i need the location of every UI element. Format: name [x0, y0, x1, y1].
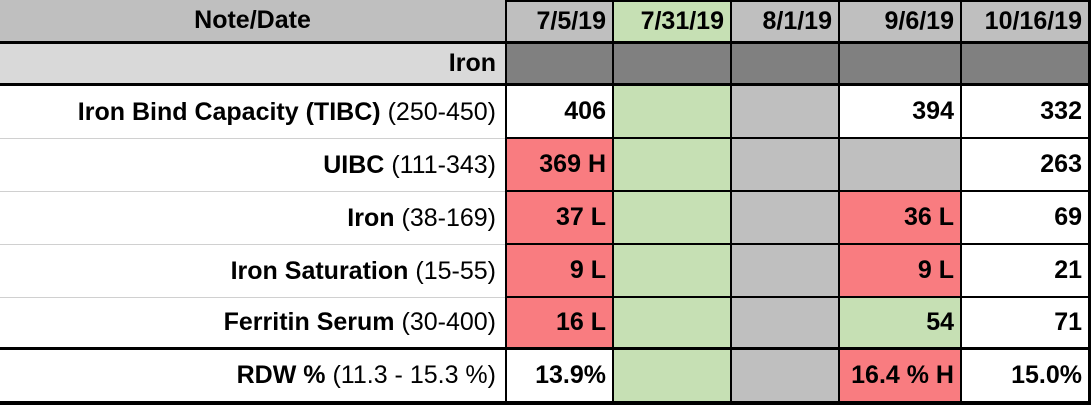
- section-cell[interactable]: [838, 44, 960, 86]
- cell-tibc-3[interactable]: [730, 86, 838, 139]
- reference-range: (250-450): [387, 97, 496, 126]
- row-label-iron-saturation[interactable]: Iron Saturation (15-55): [0, 245, 505, 298]
- reference-range: (30-400): [401, 308, 497, 336]
- cell-iron-4[interactable]: 36 L: [838, 192, 960, 245]
- header-note-date[interactable]: Note/Date: [0, 0, 505, 44]
- test-name: Iron: [347, 203, 395, 232]
- cell-iron-3[interactable]: [730, 192, 838, 245]
- cell-ferritin-5[interactable]: 71: [960, 298, 1088, 350]
- cell-ironsat-5[interactable]: 21: [960, 245, 1088, 298]
- cell-ferritin-4[interactable]: 54: [838, 298, 960, 350]
- cell-uibc-4[interactable]: [838, 139, 960, 192]
- cell-ironsat-2[interactable]: [612, 245, 730, 298]
- header-date-col-1[interactable]: 7/5/19: [505, 0, 612, 44]
- row-label-ferritin-serum[interactable]: Ferritin Serum (30-400): [0, 298, 505, 350]
- cell-tibc-1[interactable]: 406: [505, 86, 612, 139]
- cell-ironsat-4[interactable]: 9 L: [838, 245, 960, 298]
- cell-ironsat-3[interactable]: [730, 245, 838, 298]
- cell-rdw-4[interactable]: 16.4 % H: [838, 350, 960, 401]
- section-cell[interactable]: [730, 44, 838, 86]
- header-date-col-2[interactable]: 7/31/19: [612, 0, 730, 44]
- section-cell[interactable]: [960, 44, 1088, 86]
- reference-range: (111-343): [391, 150, 496, 179]
- header-date-col-3[interactable]: 8/1/19: [730, 0, 838, 44]
- row-label-iron[interactable]: Iron (38-169): [0, 192, 505, 245]
- cell-tibc-5[interactable]: 332: [960, 86, 1088, 139]
- cell-ferritin-2[interactable]: [612, 298, 730, 350]
- cell-tibc-2[interactable]: [612, 86, 730, 139]
- section-label-iron[interactable]: Iron: [0, 44, 505, 86]
- cell-iron-5[interactable]: 69: [960, 192, 1088, 245]
- test-name: Iron Saturation: [230, 256, 409, 285]
- cell-tibc-4[interactable]: 394: [838, 86, 960, 139]
- section-cell[interactable]: [612, 44, 730, 86]
- cell-rdw-2[interactable]: [612, 350, 730, 401]
- cell-rdw-5[interactable]: 15.0%: [960, 350, 1088, 401]
- cell-rdw-3[interactable]: [730, 350, 838, 401]
- cell-iron-1[interactable]: 37 L: [505, 192, 612, 245]
- cell-iron-2[interactable]: [612, 192, 730, 245]
- cell-uibc-1[interactable]: 369 H: [505, 139, 612, 192]
- row-label-tibc[interactable]: Iron Bind Capacity (TIBC) (250-450): [0, 86, 505, 139]
- cell-ferritin-3[interactable]: [730, 298, 838, 350]
- test-name: Ferritin Serum: [223, 308, 395, 336]
- cell-rdw-1[interactable]: 13.9%: [505, 350, 612, 401]
- reference-range: (11.3 - 15.3 %): [332, 361, 496, 389]
- cell-ironsat-1[interactable]: 9 L: [505, 245, 612, 298]
- cell-uibc-5[interactable]: 263: [960, 139, 1088, 192]
- header-date-col-5[interactable]: 10/16/19: [960, 0, 1088, 44]
- reference-range: (15-55): [415, 256, 496, 285]
- cell-uibc-2[interactable]: [612, 139, 730, 192]
- row-label-rdw[interactable]: RDW % (11.3 - 15.3 %): [0, 350, 505, 401]
- test-name: Iron Bind Capacity (TIBC): [77, 97, 381, 126]
- section-cell[interactable]: [505, 44, 612, 86]
- test-name: RDW %: [236, 361, 326, 389]
- cell-ferritin-1[interactable]: 16 L: [505, 298, 612, 350]
- reference-range: (38-169): [401, 203, 497, 232]
- test-name: UIBC: [323, 150, 385, 179]
- cell-uibc-3[interactable]: [730, 139, 838, 192]
- row-label-uibc[interactable]: UIBC (111-343): [0, 139, 505, 192]
- header-date-col-4[interactable]: 9/6/19: [838, 0, 960, 44]
